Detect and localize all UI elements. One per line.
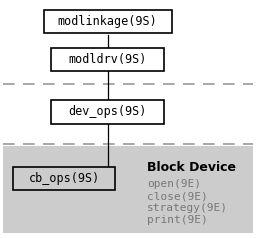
Text: close(9E): close(9E) — [147, 191, 208, 201]
Bar — [3, 146, 253, 233]
Bar — [51, 48, 164, 71]
Bar — [13, 167, 115, 190]
Bar — [51, 100, 164, 124]
Text: modlinkage(9S): modlinkage(9S) — [58, 15, 157, 28]
Text: strategy(9E): strategy(9E) — [147, 203, 228, 213]
Text: open(9E): open(9E) — [147, 179, 201, 189]
Bar — [44, 10, 172, 33]
Text: modldrv(9S): modldrv(9S) — [68, 53, 147, 66]
Text: cb_ops(9S): cb_ops(9S) — [28, 172, 100, 185]
Text: Block Device: Block Device — [147, 161, 236, 174]
Text: print(9E): print(9E) — [147, 215, 208, 225]
Text: dev_ops(9S): dev_ops(9S) — [68, 105, 147, 118]
